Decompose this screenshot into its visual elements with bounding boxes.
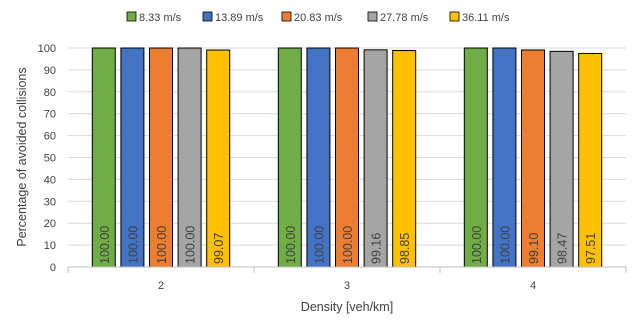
legend-swatch — [367, 11, 378, 22]
y-tick-label: 20 — [44, 218, 56, 230]
y-tick-label: 30 — [44, 196, 56, 208]
x-axis-title: Density [veh/km] — [301, 300, 393, 314]
y-tick-label: 70 — [44, 109, 56, 121]
bar-data-label: 100.00 — [341, 226, 355, 264]
legend-label: 36.11 m/s — [462, 12, 510, 24]
x-tick-label: 3 — [344, 280, 350, 292]
bar-data-label: 100.00 — [155, 226, 169, 264]
bar-data-label: 98.85 — [398, 233, 412, 264]
y-tick-label: 0 — [50, 262, 56, 274]
legend-label: 27.78 m/s — [380, 12, 429, 24]
bar-data-label: 100.00 — [284, 226, 298, 264]
bar-data-label: 100.00 — [470, 226, 484, 264]
legend-swatch — [202, 11, 213, 22]
bar-data-label: 97.51 — [584, 233, 598, 264]
legend: 8.33 m/s 13.89 m/s 20.83 m/s 27.78 m/s 36.11… — [126, 11, 510, 24]
bar-data-label: 99.16 — [370, 233, 384, 264]
y-tick-label: 40 — [44, 174, 56, 186]
bar-data-label: 100.00 — [126, 226, 140, 264]
y-tick-label: 60 — [44, 131, 56, 143]
y-tick-label: 100 — [38, 43, 56, 55]
x-tick-label: 2 — [158, 280, 164, 292]
legend-swatch — [126, 11, 137, 22]
bar-data-label: 100.00 — [98, 226, 112, 264]
legend-label: 8.33 m/s — [139, 12, 182, 24]
x-tick-label: 4 — [530, 280, 536, 292]
bar-data-label: 99.10 — [527, 233, 541, 264]
bar-data-label: 99.07 — [212, 233, 226, 264]
y-tick-label: 90 — [44, 65, 56, 77]
legend-swatch — [449, 11, 460, 22]
bar-data-label: 98.47 — [556, 233, 570, 264]
bar-data-label: 100.00 — [498, 226, 512, 264]
axes: 2 3 4 — [67, 266, 627, 292]
bar-data-label: 100.00 — [184, 226, 198, 264]
y-tick-label: 10 — [44, 240, 56, 252]
y-tick-label: 50 — [44, 153, 56, 165]
y-axis-title: Percentage of avoided collisions — [15, 67, 29, 246]
y-tick-label: 80 — [44, 87, 56, 99]
legend-label: 13.89 m/s — [215, 12, 264, 24]
legend-swatch — [281, 11, 292, 22]
legend-label: 20.83 m/s — [294, 12, 343, 24]
bar-data-label: 100.00 — [312, 226, 326, 264]
bars: 100.00 100.00 100.00 100.00 99.07 100.00 100.0… — [91, 47, 603, 268]
